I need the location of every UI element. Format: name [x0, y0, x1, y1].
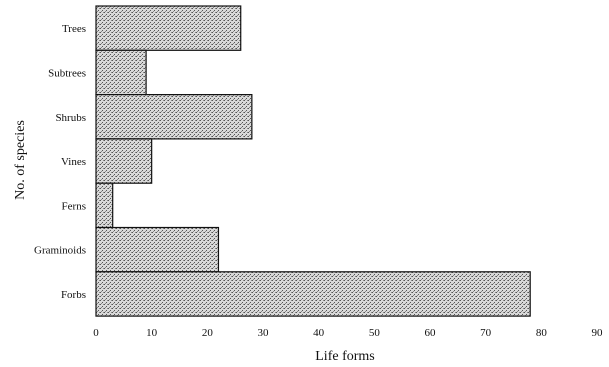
x-tick-label: 10 — [146, 327, 158, 339]
x-axis-title: Life forms — [315, 349, 374, 364]
x-tick-label: 40 — [313, 327, 325, 339]
x-tick-label: 60 — [425, 327, 437, 339]
x-tick-labels: 0 10 20 30 40 50 60 70 80 90 — [93, 327, 603, 339]
category-label-vines: Vines — [61, 156, 86, 168]
bar-subtrees — [95, 49, 147, 96]
bar-trees — [95, 5, 242, 51]
category-label-forbs: Forbs — [61, 289, 86, 301]
bars-group — [95, 5, 531, 317]
category-label-subtrees: Subtrees — [48, 67, 86, 79]
x-tick-label: 20 — [202, 327, 214, 339]
bar-ferns — [95, 182, 114, 229]
category-label-shrubs: Shrubs — [55, 112, 86, 124]
x-tick-label: 30 — [258, 327, 270, 339]
bar-graminoids — [95, 226, 220, 273]
category-label-ferns: Ferns — [62, 200, 86, 212]
bar-shrubs — [95, 93, 253, 140]
x-tick-label: 90 — [592, 327, 604, 339]
bar-vines — [95, 138, 153, 184]
category-label-trees: Trees — [62, 23, 86, 35]
bar-forbs — [95, 271, 531, 317]
y-axis-title: No. of species — [13, 120, 28, 200]
x-tick-label: 0 — [93, 327, 99, 339]
x-tick-label: 70 — [480, 327, 492, 339]
category-labels: Trees Subtrees Shrubs Vines Ferns Graminoids F… — [34, 23, 86, 301]
x-tick-label: 80 — [536, 327, 548, 339]
category-label-graminoids: Graminoids — [34, 245, 86, 257]
x-tick-label: 50 — [369, 327, 381, 339]
